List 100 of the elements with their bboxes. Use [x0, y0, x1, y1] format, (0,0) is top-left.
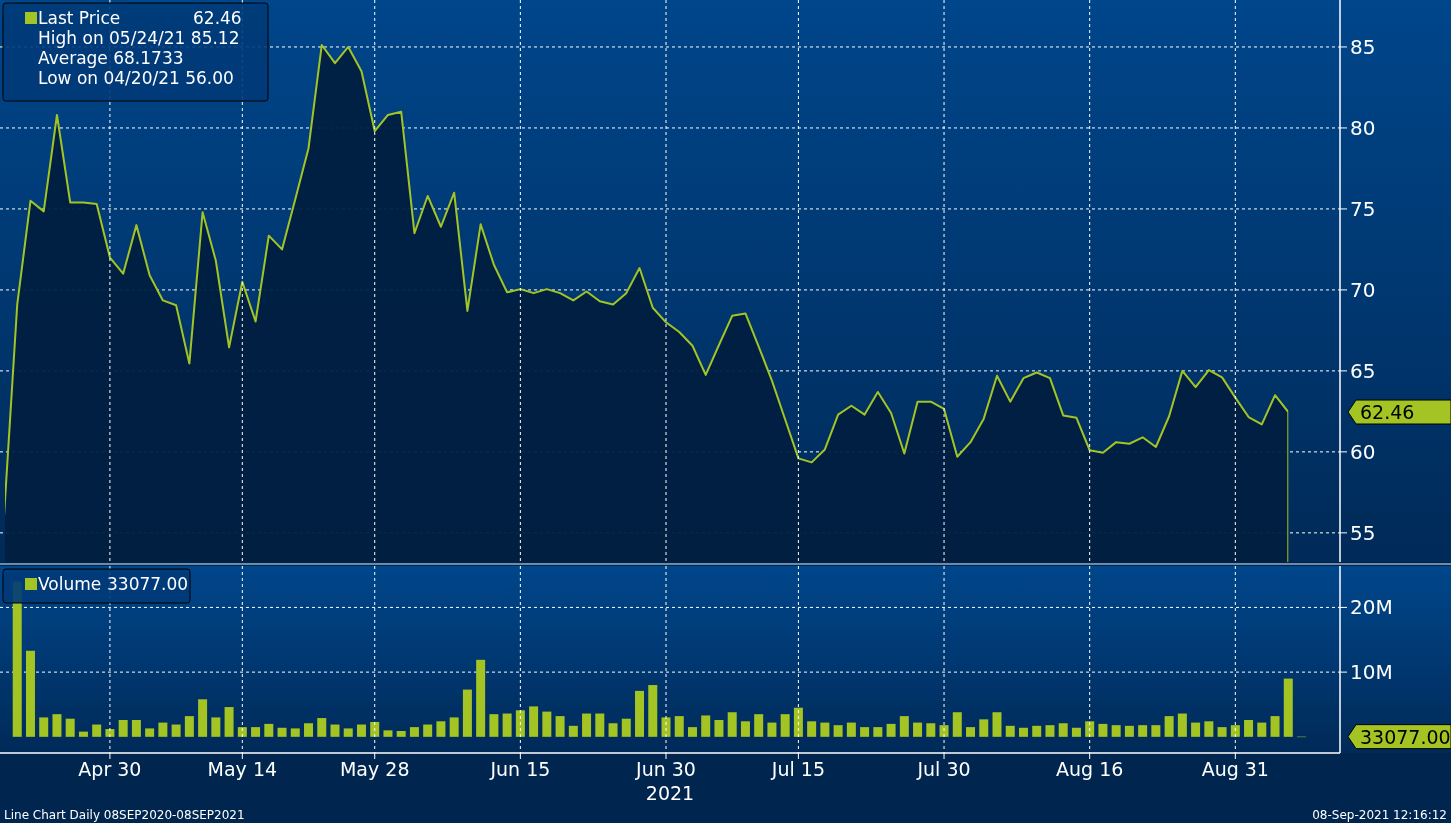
- bar: [833, 725, 843, 737]
- bar: [317, 718, 327, 737]
- bar: [1071, 727, 1081, 737]
- bar: [608, 723, 618, 737]
- bar: [1098, 723, 1108, 737]
- y-tick-label: 85: [1350, 34, 1376, 59]
- bar: [966, 727, 976, 737]
- bar: [343, 728, 353, 737]
- bar: [1177, 713, 1187, 737]
- x-tick-label: Aug 16: [1056, 758, 1124, 780]
- x-tick-label: May 28: [339, 758, 410, 780]
- bar: [714, 720, 724, 737]
- bar: [462, 689, 472, 737]
- bar: [65, 718, 75, 737]
- bar: [740, 721, 750, 737]
- bar: [1230, 725, 1240, 737]
- bar: [621, 718, 631, 737]
- x-tick-label: Jun 15: [489, 758, 551, 780]
- y-tick-label: 70: [1350, 277, 1376, 302]
- bar: [820, 722, 830, 737]
- bar: [396, 731, 406, 737]
- bar: [198, 699, 208, 737]
- bar: [1217, 727, 1227, 737]
- x-axis-title: 2021: [645, 782, 695, 804]
- bar: [939, 725, 949, 737]
- bar: [807, 721, 817, 737]
- bar: [409, 727, 419, 737]
- bar: [224, 707, 234, 737]
- annotation: Average 68.1733: [38, 48, 184, 68]
- bar: [582, 713, 592, 737]
- bar: [1032, 725, 1042, 737]
- bar: [184, 716, 194, 737]
- y-tick-label: 20M: [1350, 595, 1393, 620]
- legend-label: Last Price: [38, 8, 121, 28]
- bar: [502, 713, 512, 737]
- bar: [92, 724, 102, 737]
- bar: [754, 714, 764, 737]
- bar: [277, 727, 287, 737]
- bar: [145, 728, 155, 737]
- bar: [1085, 721, 1095, 737]
- bar: [568, 725, 578, 737]
- bar: [846, 722, 856, 737]
- bar: [1244, 720, 1254, 737]
- bar: [886, 723, 896, 737]
- bar: [290, 728, 300, 737]
- bar: [476, 659, 486, 737]
- x-tick-label: Aug 31: [1201, 758, 1269, 780]
- bar: [860, 727, 870, 737]
- bar: [899, 716, 909, 737]
- bar: [661, 717, 671, 737]
- bar: [489, 714, 499, 737]
- bar: [1045, 725, 1055, 737]
- bar: [370, 721, 380, 737]
- y-tick-label: 80: [1350, 115, 1376, 140]
- bar: [515, 710, 525, 737]
- annotation: High on 05/24/21 85.12: [38, 28, 240, 48]
- bar: [383, 730, 393, 737]
- bar: [687, 727, 697, 737]
- bar: [635, 690, 645, 737]
- bar: [39, 717, 49, 737]
- legend-label: Volume: [38, 574, 102, 594]
- bar: [793, 707, 803, 737]
- bar: [727, 712, 737, 737]
- bar: [674, 716, 684, 737]
- bar: [52, 714, 62, 737]
- bar: [1283, 678, 1293, 737]
- bar: [131, 720, 141, 737]
- annotation: Low on 04/20/21 56.00: [38, 68, 234, 88]
- bar: [542, 711, 552, 737]
- bar: [926, 723, 936, 737]
- bar: [1005, 725, 1015, 737]
- bar: [780, 714, 790, 737]
- bar: [1164, 716, 1174, 737]
- bar: [767, 722, 777, 737]
- bar: [158, 722, 168, 737]
- bar: [1257, 722, 1267, 737]
- bar: [78, 731, 88, 737]
- bar: [595, 713, 605, 737]
- bar: [952, 712, 962, 737]
- text: 62.46: [1360, 401, 1415, 424]
- bar: [555, 716, 565, 737]
- bar: [436, 721, 446, 737]
- bar: [171, 724, 181, 737]
- y-tick-label: 65: [1350, 358, 1376, 383]
- bar: [330, 724, 340, 737]
- x-tick-label: May 14: [207, 758, 278, 780]
- text: Line Chart Daily 08SEP2020-08SEP2021: [4, 808, 245, 822]
- bar: [304, 723, 314, 737]
- bar: [1124, 725, 1134, 737]
- x-tick-label: Apr 30: [78, 758, 142, 780]
- bar: [701, 715, 711, 737]
- bar: [251, 727, 261, 737]
- x-tick-label: Jul 15: [770, 758, 825, 780]
- bar: [356, 724, 366, 737]
- bar: [529, 706, 539, 737]
- y-tick-label: 55: [1350, 520, 1376, 545]
- y-tick-label: 75: [1350, 196, 1376, 221]
- bar: [979, 719, 989, 737]
- bar: [913, 722, 923, 737]
- text: 08-Sep-2021 12:16:12: [1312, 808, 1447, 822]
